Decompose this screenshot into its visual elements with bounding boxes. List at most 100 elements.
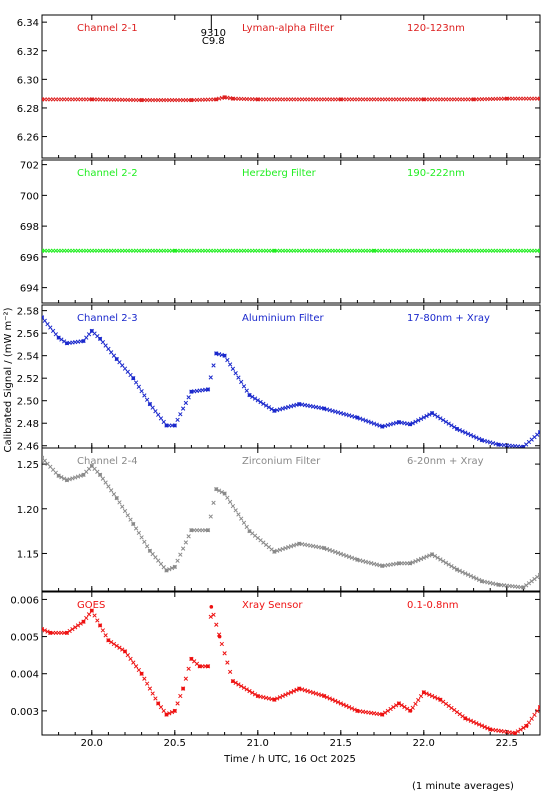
data-marker bbox=[222, 651, 227, 656]
data-marker bbox=[275, 548, 280, 553]
data-marker bbox=[465, 717, 471, 722]
data-marker bbox=[122, 508, 128, 514]
data-marker bbox=[75, 474, 81, 479]
series-5 bbox=[42, 605, 540, 735]
data-marker bbox=[388, 706, 393, 712]
data-marker bbox=[211, 363, 216, 368]
data-marker bbox=[413, 701, 418, 707]
data-marker bbox=[70, 476, 75, 481]
data-marker bbox=[369, 420, 374, 425]
filter-label: Aluminium Filter bbox=[242, 313, 325, 324]
y-tick-label: 6.34 bbox=[17, 18, 39, 29]
filter-label: Xray Sensor bbox=[242, 600, 303, 611]
data-marker bbox=[479, 723, 485, 728]
data-marker bbox=[136, 667, 141, 673]
data-marker bbox=[167, 567, 172, 572]
flare-annotation-text: 9310 bbox=[201, 28, 226, 39]
data-marker bbox=[427, 692, 432, 697]
data-marker bbox=[327, 547, 332, 553]
data-marker bbox=[214, 622, 219, 627]
data-marker bbox=[144, 397, 150, 402]
data-marker bbox=[100, 628, 106, 633]
data-marker bbox=[164, 712, 169, 717]
data-marker bbox=[535, 708, 540, 714]
data-marker bbox=[460, 569, 465, 575]
data-marker bbox=[429, 410, 435, 416]
data-marker bbox=[468, 718, 473, 723]
data-marker bbox=[537, 430, 540, 435]
data-marker bbox=[283, 692, 288, 697]
data-marker bbox=[61, 476, 67, 481]
data-marker bbox=[476, 577, 482, 583]
data-marker bbox=[476, 436, 482, 442]
data-marker bbox=[471, 434, 476, 439]
x-tick-label: 21.0 bbox=[247, 738, 269, 749]
y-tick-label: 0.006 bbox=[10, 595, 39, 606]
data-marker bbox=[537, 96, 540, 101]
data-marker bbox=[374, 422, 379, 427]
data-marker bbox=[468, 432, 473, 438]
data-marker bbox=[327, 696, 332, 701]
data-marker bbox=[172, 708, 177, 714]
data-marker bbox=[78, 621, 83, 626]
data-marker bbox=[291, 543, 296, 548]
data-marker bbox=[446, 562, 451, 567]
y-tick-label: 2.58 bbox=[17, 307, 39, 318]
data-marker bbox=[172, 564, 177, 570]
data-marker bbox=[360, 417, 366, 422]
data-marker bbox=[396, 701, 402, 706]
data-marker bbox=[208, 514, 213, 519]
data-marker bbox=[468, 573, 473, 579]
data-marker bbox=[413, 419, 418, 424]
panel-frame bbox=[41, 159, 541, 304]
data-marker bbox=[158, 416, 164, 421]
data-marker bbox=[288, 690, 294, 695]
data-marker bbox=[263, 403, 269, 408]
data-marker bbox=[252, 692, 258, 697]
channel-label: Channel 2-4 bbox=[77, 456, 138, 467]
data-marker bbox=[120, 504, 125, 509]
data-marker bbox=[233, 680, 238, 685]
x-tick-label: 22.0 bbox=[413, 738, 435, 749]
data-marker bbox=[227, 499, 233, 505]
data-marker bbox=[432, 553, 438, 559]
data-marker bbox=[435, 414, 440, 419]
data-marker bbox=[463, 430, 468, 435]
data-marker bbox=[247, 688, 252, 694]
channel-label: Channel 2-2 bbox=[77, 168, 138, 179]
data-marker bbox=[465, 572, 471, 577]
data-marker bbox=[335, 700, 341, 705]
data-marker bbox=[70, 626, 75, 632]
data-marker bbox=[216, 632, 222, 637]
data-marker bbox=[100, 340, 106, 345]
data-marker bbox=[103, 480, 108, 485]
data-marker bbox=[169, 709, 175, 715]
y-tick-label: 1.15 bbox=[17, 549, 39, 560]
data-marker bbox=[150, 405, 155, 410]
band-label: 0.1-0.8nm bbox=[407, 600, 459, 611]
data-marker bbox=[330, 697, 335, 702]
data-marker bbox=[410, 560, 415, 565]
data-marker bbox=[144, 681, 150, 686]
data-marker bbox=[84, 615, 89, 621]
data-marker bbox=[153, 409, 158, 414]
data-marker bbox=[103, 343, 108, 348]
data-marker bbox=[219, 489, 224, 495]
y-tick-label: 1.25 bbox=[17, 460, 39, 471]
data-marker bbox=[117, 500, 122, 505]
data-marker bbox=[153, 555, 158, 560]
data-marker bbox=[233, 371, 238, 376]
data-marker bbox=[241, 520, 247, 525]
data-marker bbox=[109, 350, 114, 355]
data-marker bbox=[186, 666, 191, 671]
data-marker bbox=[219, 641, 224, 647]
data-marker bbox=[42, 318, 47, 323]
data-marker bbox=[236, 682, 241, 687]
data-marker bbox=[435, 696, 440, 701]
data-marker bbox=[180, 546, 186, 551]
data-marker bbox=[280, 546, 285, 552]
data-marker bbox=[120, 647, 125, 652]
data-marker bbox=[117, 645, 122, 650]
data-marker bbox=[424, 691, 429, 696]
data-marker bbox=[42, 626, 45, 632]
